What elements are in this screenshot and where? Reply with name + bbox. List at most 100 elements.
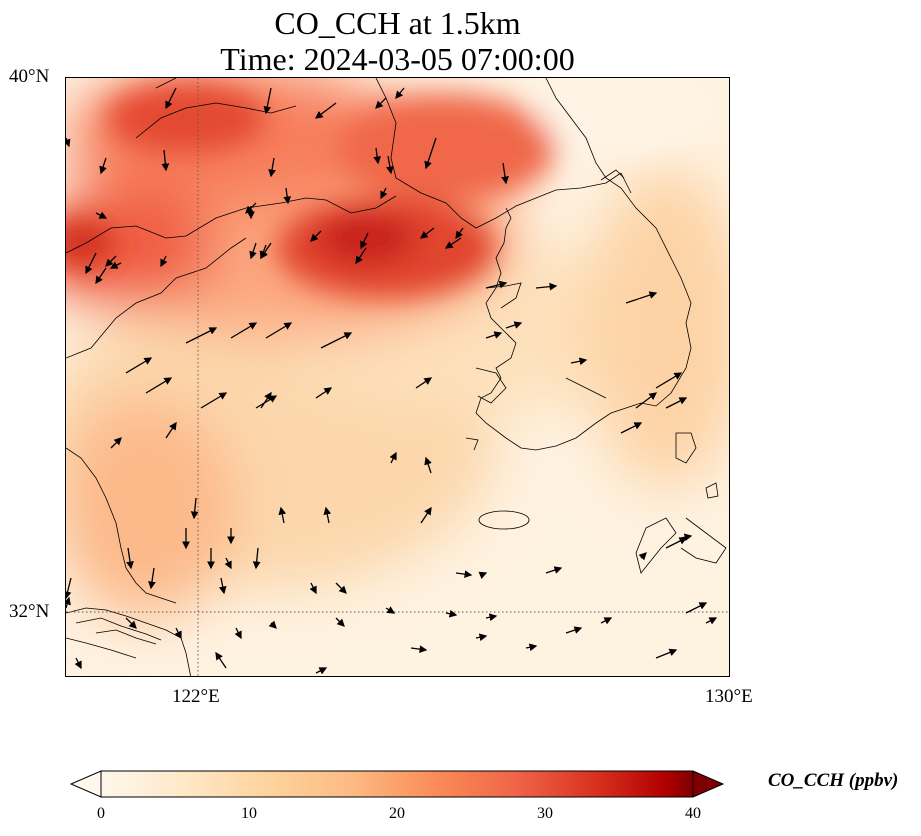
wind-arrow (410, 645, 428, 654)
wind-arrow (625, 291, 658, 304)
wind-arrow (185, 327, 218, 344)
wind-arrow (680, 533, 693, 542)
wind-arrow (419, 227, 435, 239)
map-panel[interactable] (65, 77, 730, 677)
wind-arrow (501, 162, 509, 185)
wind-arrow (218, 577, 227, 595)
wind-arrow (535, 282, 558, 291)
wind-arrow (424, 456, 432, 474)
wind-arrow (389, 451, 397, 464)
wind-arrow (260, 391, 272, 409)
map-canvas (66, 78, 729, 676)
wind-arrow (505, 321, 523, 329)
wind-arrow (278, 506, 287, 524)
wind-arrow (620, 422, 643, 434)
wind-arrow (66, 137, 71, 148)
wind-arrow (375, 97, 387, 109)
wind-arrow (478, 571, 488, 580)
colorbar-low-extension (70, 770, 102, 798)
wind-arrow (335, 582, 347, 594)
lat-label-32n: 32°N (9, 601, 50, 622)
colorbar-tick-30: 30 (537, 805, 553, 822)
wind-arrow (224, 557, 232, 570)
wind-arrow (105, 255, 117, 267)
wind-arrow (415, 377, 433, 389)
wind-arrow (161, 149, 170, 172)
wind-arrow (360, 232, 369, 250)
wind-arrow (125, 357, 153, 374)
concentration-field (66, 78, 729, 618)
wind-arrow (445, 609, 458, 618)
wind-arrow (685, 602, 708, 614)
wind-arrow (110, 437, 122, 449)
wind-arrow (126, 547, 134, 570)
wind-arrow (355, 247, 367, 265)
wind-arrow (252, 547, 261, 570)
wind-arrow (485, 280, 508, 289)
wind-arrow (160, 255, 168, 268)
wind-arrow (455, 227, 464, 240)
wind-arrow (249, 242, 257, 260)
wind-arrow (66, 596, 71, 609)
wind-arrow (99, 157, 107, 175)
wind-arrow (655, 648, 678, 659)
wind-arrow (665, 397, 688, 409)
wind-arrow (125, 617, 137, 629)
colorbar-tick-0: 0 (97, 805, 105, 822)
wind-arrow (570, 357, 588, 366)
wind-arrow (259, 244, 267, 260)
wind-vectors (66, 87, 718, 675)
wind-arrow (265, 322, 293, 339)
wind-arrow (314, 102, 337, 119)
lon-label-122e: 122°E (172, 686, 220, 707)
wind-arrow (320, 332, 353, 349)
wind-arrow (283, 187, 292, 205)
wind-arrow (234, 627, 242, 640)
wind-arrow (444, 237, 462, 249)
lat-label-40n: 40°N (9, 66, 50, 87)
gridlines (66, 78, 729, 676)
colorbar-tick-20: 20 (389, 805, 405, 822)
wind-arrow (485, 331, 503, 339)
wind-arrow (109, 261, 122, 269)
wind-arrow (268, 620, 277, 629)
wind-arrow (600, 617, 613, 625)
wind-arrow (255, 395, 278, 409)
wind-arrow (245, 202, 257, 214)
wind-arrow (386, 155, 394, 175)
wind-arrow (148, 567, 156, 590)
wind-arrow (485, 613, 498, 622)
colorbar-label: CO_CCH (ppbv) (768, 770, 899, 791)
wind-arrow (263, 87, 272, 115)
wind-arrow (95, 211, 108, 219)
wind-arrow (95, 267, 107, 285)
wind-arrow (145, 377, 173, 394)
wind-arrow (315, 667, 328, 675)
wind-arrow (200, 392, 228, 409)
wind-arrow (230, 322, 258, 339)
wind-arrow (525, 643, 538, 652)
wind-arrow (74, 657, 82, 670)
colorbar-tick-10: 10 (241, 805, 257, 822)
wind-arrow (85, 252, 97, 275)
wind-arrow (215, 651, 227, 669)
wind-arrow (385, 606, 396, 614)
colorbar-high-extension (692, 770, 725, 798)
wind-arrow (565, 626, 583, 634)
wind-arrow (420, 506, 432, 524)
wind-arrow (380, 187, 388, 200)
colorbar-tick-40: 40 (685, 805, 701, 822)
title-line-2: Time: 2024-03-05 07:00:00 (220, 41, 575, 77)
wind-arrow (638, 552, 647, 561)
wind-arrow (665, 537, 688, 549)
colorbar-bar (70, 770, 725, 798)
wind-arrow (655, 372, 683, 389)
wind-arrow (545, 566, 563, 574)
wind-arrow (424, 137, 437, 170)
wind-arrow (323, 506, 332, 524)
wind-arrow (635, 392, 658, 409)
lon-label-130e: 130°E (705, 686, 753, 707)
wind-arrow (66, 577, 72, 600)
wind-arrow (475, 633, 488, 642)
wind-arrow (373, 147, 382, 165)
